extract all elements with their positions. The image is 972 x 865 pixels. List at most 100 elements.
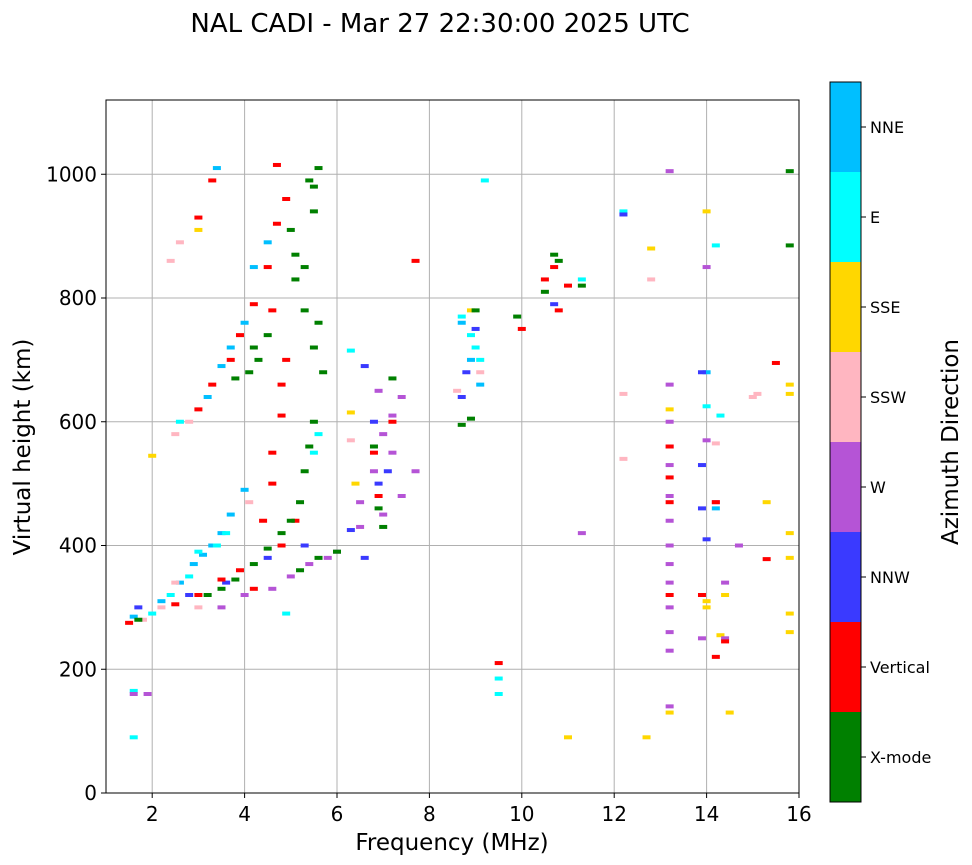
echo-point-vertical [277,413,286,418]
echo-point-vertical [194,407,203,412]
echo-point-nnw [222,580,231,585]
echo-point-x-mode [466,416,475,421]
echo-point-nnw [697,370,706,375]
echo-point-w [577,531,586,536]
echo-point-nne [476,382,485,387]
echo-point-nne [129,614,138,619]
echo-point-sse [762,500,771,505]
echo-point-vertical [517,326,526,331]
echo-point-nnw [702,537,711,542]
echo-point-nne [711,506,720,511]
echo-point-x-mode [249,562,258,567]
echo-point-nnw [383,469,392,474]
echo-point-vertical [388,419,397,424]
echo-point-w [665,419,674,424]
echo-point-w [129,692,138,696]
echo-point-x-mode [300,469,309,474]
x-tick-label: 16 [786,802,811,826]
echo-point-nnw [263,555,272,560]
echo-point-x-mode [785,169,794,174]
echo-point-nnw [462,370,471,375]
echo-point-nne [157,599,166,604]
y-tick-label: 400 [59,534,97,558]
echo-point-sse [702,209,711,214]
echo-point-nne [217,531,226,536]
echo-point-nnw [300,543,309,548]
echo-point-vertical [194,593,203,597]
echo-point-w [721,580,730,585]
colorbar-segment-sse [830,262,861,352]
echo-point-x-mode [277,531,286,536]
echo-point-w [665,169,674,174]
echo-point-nnw [134,605,143,610]
y-tick-label: 600 [59,410,97,434]
echo-point-nnw [697,506,706,511]
echo-point-ssw [185,419,194,424]
x-tick-label: 4 [238,802,251,826]
echo-point-x-mode [457,422,466,427]
echo-point-sse [785,555,794,560]
echo-point-nne [226,512,235,517]
echo-point-e [577,277,586,282]
echo-point-vertical [226,357,235,362]
echo-point-x-mode [231,577,240,582]
echo-point-w [411,469,420,474]
echo-point-vertical [277,382,286,387]
echo-point-e [466,333,475,338]
echo-point-ssw [748,395,757,399]
echo-point-nnw [550,302,559,307]
echo-point-vertical [208,178,217,183]
echo-point-x-mode [550,252,559,257]
echo-point-nne [212,166,221,171]
echo-point-vertical [564,283,572,288]
echo-point-vertical [665,593,674,597]
echo-point-sse [785,630,794,635]
echo-point-ssw [194,605,203,610]
echo-point-x-mode [314,166,323,171]
echo-point-sse [716,633,725,638]
echo-point-nne [189,562,198,567]
colorbar-tick-label: E [870,208,880,227]
echo-point-sse [702,605,711,610]
echo-point-vertical [277,543,286,548]
echo-point-x-mode [305,178,314,183]
echo-point-nne [249,265,258,270]
echo-point-vertical [665,500,674,505]
echo-point-vertical [540,277,549,282]
echo-point-x-mode [374,506,383,511]
echo-point-nnw [360,555,369,560]
echo-point-vertical [171,602,180,607]
echo-point-e [494,676,503,681]
echo-point-x-mode [577,283,586,288]
echo-point-vertical [268,308,277,313]
echo-point-sse [725,710,734,715]
echo-point-nnw [346,528,355,533]
echo-point-nne [175,580,184,585]
colorbar-label: Azimuth Direction [938,339,964,545]
echo-point-w [702,438,711,443]
echo-point-w [665,648,674,653]
echo-point-w [369,469,378,474]
echo-point-vertical [411,258,420,263]
echo-point-w [697,636,706,641]
echo-point-vertical [268,450,277,455]
colorbar-tick-label: NNW [870,568,910,587]
echo-point-w [217,605,226,610]
echo-point-x-mode [471,308,480,313]
echo-point-x-mode [540,289,549,294]
echo-point-w [356,524,365,529]
echo-point-nne [702,370,711,375]
echo-point-nne [199,552,208,557]
echo-point-w [665,562,674,567]
echo-point-vertical [374,494,383,498]
echo-point-e [716,413,725,418]
echo-point-e [711,243,720,248]
echo-point-w [379,512,388,517]
echo-point-sse [702,599,711,604]
echo-point-w [665,630,674,635]
echo-point-sse [785,391,794,396]
echo-point-vertical [125,620,134,625]
echo-point-ssw [171,580,180,585]
echo-point-w [721,636,730,641]
